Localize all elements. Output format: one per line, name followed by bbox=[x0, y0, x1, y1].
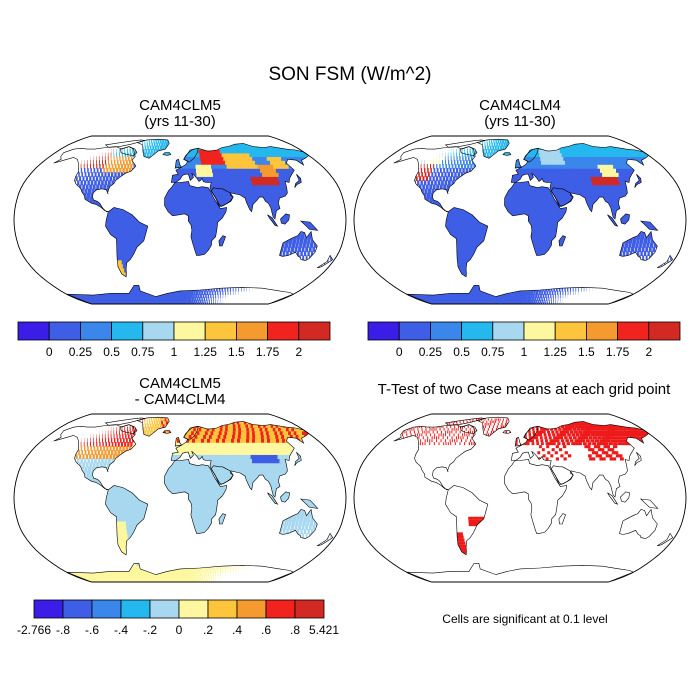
colorbar-label: 5.421 bbox=[309, 623, 339, 637]
map-frame bbox=[13, 135, 347, 305]
colorbar-box bbox=[17, 321, 50, 341]
colorbar-box bbox=[267, 321, 300, 341]
colorbar-box bbox=[235, 321, 268, 341]
colorbar-box bbox=[523, 321, 556, 341]
colorbar-box bbox=[173, 321, 206, 341]
colorbar-label: -2.766 bbox=[17, 623, 51, 637]
figure-title: SON FSM (W/m^2) bbox=[268, 64, 432, 85]
colorbar-box bbox=[236, 599, 267, 619]
colorbar-label: 0 bbox=[396, 345, 403, 359]
colorbar-label: 0.25 bbox=[419, 345, 443, 359]
colorbar-label: -.4 bbox=[114, 623, 128, 637]
colorbar-label: 0.5 bbox=[453, 345, 470, 359]
coastlines bbox=[53, 416, 334, 583]
colorbar-label: 0 bbox=[46, 345, 53, 359]
colorbar-label: 1 bbox=[171, 345, 178, 359]
panel-title-ttest: T-Test of two Case means at each grid po… bbox=[377, 381, 671, 398]
colorbar-label: .2 bbox=[203, 623, 213, 637]
colorbar-box bbox=[178, 599, 209, 619]
colorbar-box bbox=[430, 321, 463, 341]
colorbar-label: 0.5 bbox=[103, 345, 120, 359]
colorbar-box bbox=[33, 599, 64, 619]
colorbar-label: 1.5 bbox=[578, 345, 595, 359]
coastlines bbox=[393, 416, 674, 583]
colorbar-label: 1.25 bbox=[194, 345, 218, 359]
colorbar-label: .4 bbox=[232, 623, 242, 637]
colorbar-label: 1.75 bbox=[256, 345, 280, 359]
colorbar-box bbox=[554, 321, 587, 341]
colorbar-label: 1 bbox=[521, 345, 528, 359]
colorbar-box bbox=[80, 321, 113, 341]
colorbar-box bbox=[461, 321, 494, 341]
colorbar-label: 1.25 bbox=[544, 345, 568, 359]
colorbar-label: 0 bbox=[176, 623, 183, 637]
colorbar-label: 2 bbox=[295, 345, 302, 359]
map-clm4 bbox=[353, 135, 687, 305]
colorbar-label: 0.75 bbox=[131, 345, 155, 359]
panel-title-diff: CAM4CLM5 - CAM4CLM4 bbox=[134, 375, 226, 408]
colorbar-label: 1.75 bbox=[606, 345, 630, 359]
map-ttest bbox=[353, 413, 687, 583]
colorbar-box bbox=[617, 321, 650, 341]
colorbar-box bbox=[120, 599, 151, 619]
colorbar-label: 0.25 bbox=[69, 345, 93, 359]
colorbar-box bbox=[367, 321, 400, 341]
colorbar-clm5: 0 0.25 0.5 0.75 1 1.25 1.5 1.75 2 bbox=[17, 321, 331, 359]
colorbar-clm4: 0 0.25 0.5 0.75 1 1.25 1.5 1.75 2 bbox=[367, 321, 681, 359]
colorbar-box bbox=[48, 321, 81, 341]
map-diff bbox=[13, 413, 347, 583]
colorbar-box bbox=[149, 599, 180, 619]
map-frame bbox=[353, 135, 687, 305]
colorbar-box bbox=[91, 599, 122, 619]
colorbar-label: 2 bbox=[645, 345, 652, 359]
colorbar-label: -.6 bbox=[85, 623, 99, 637]
map-frame bbox=[353, 413, 687, 583]
coastlines bbox=[393, 138, 674, 305]
colorbar-diff: -2.766 -.8 -.6 -.4 -.2 0 .2 .4 .6 .8 5.421 bbox=[17, 599, 339, 637]
colorbar-box bbox=[585, 321, 618, 341]
colorbar-box bbox=[62, 599, 93, 619]
colorbar-label: 0.75 bbox=[481, 345, 505, 359]
map-background bbox=[14, 136, 346, 304]
panel-title-clm5: CAM4CLM5 (yrs 11-30) bbox=[139, 97, 221, 130]
colorbar-label: 1.5 bbox=[228, 345, 245, 359]
colorbar-box bbox=[265, 599, 296, 619]
colorbar-box bbox=[398, 321, 431, 341]
colorbar-box bbox=[492, 321, 525, 341]
panel-title-clm4: CAM4CLM4 (yrs 11-30) bbox=[479, 97, 561, 130]
colorbar-box bbox=[298, 321, 331, 341]
map-background bbox=[14, 414, 346, 582]
colorbar-box bbox=[294, 599, 325, 619]
colorbar-box bbox=[648, 321, 681, 341]
colorbar-box bbox=[142, 321, 175, 341]
map-clm5 bbox=[13, 135, 347, 305]
colorbar-box bbox=[111, 321, 144, 341]
colorbar-label: .8 bbox=[290, 623, 300, 637]
colorbar-box bbox=[207, 599, 238, 619]
colorbar-label: .6 bbox=[261, 623, 271, 637]
colorbar-label: -.8 bbox=[56, 623, 70, 637]
map-background bbox=[354, 414, 686, 582]
colorbar-box bbox=[204, 321, 237, 341]
map-frame bbox=[13, 413, 347, 583]
coastlines bbox=[53, 138, 334, 305]
ttest-note: Cells are significant at 0.1 level bbox=[442, 612, 608, 626]
colorbar-label: -.2 bbox=[143, 623, 157, 637]
map-background bbox=[354, 136, 686, 304]
